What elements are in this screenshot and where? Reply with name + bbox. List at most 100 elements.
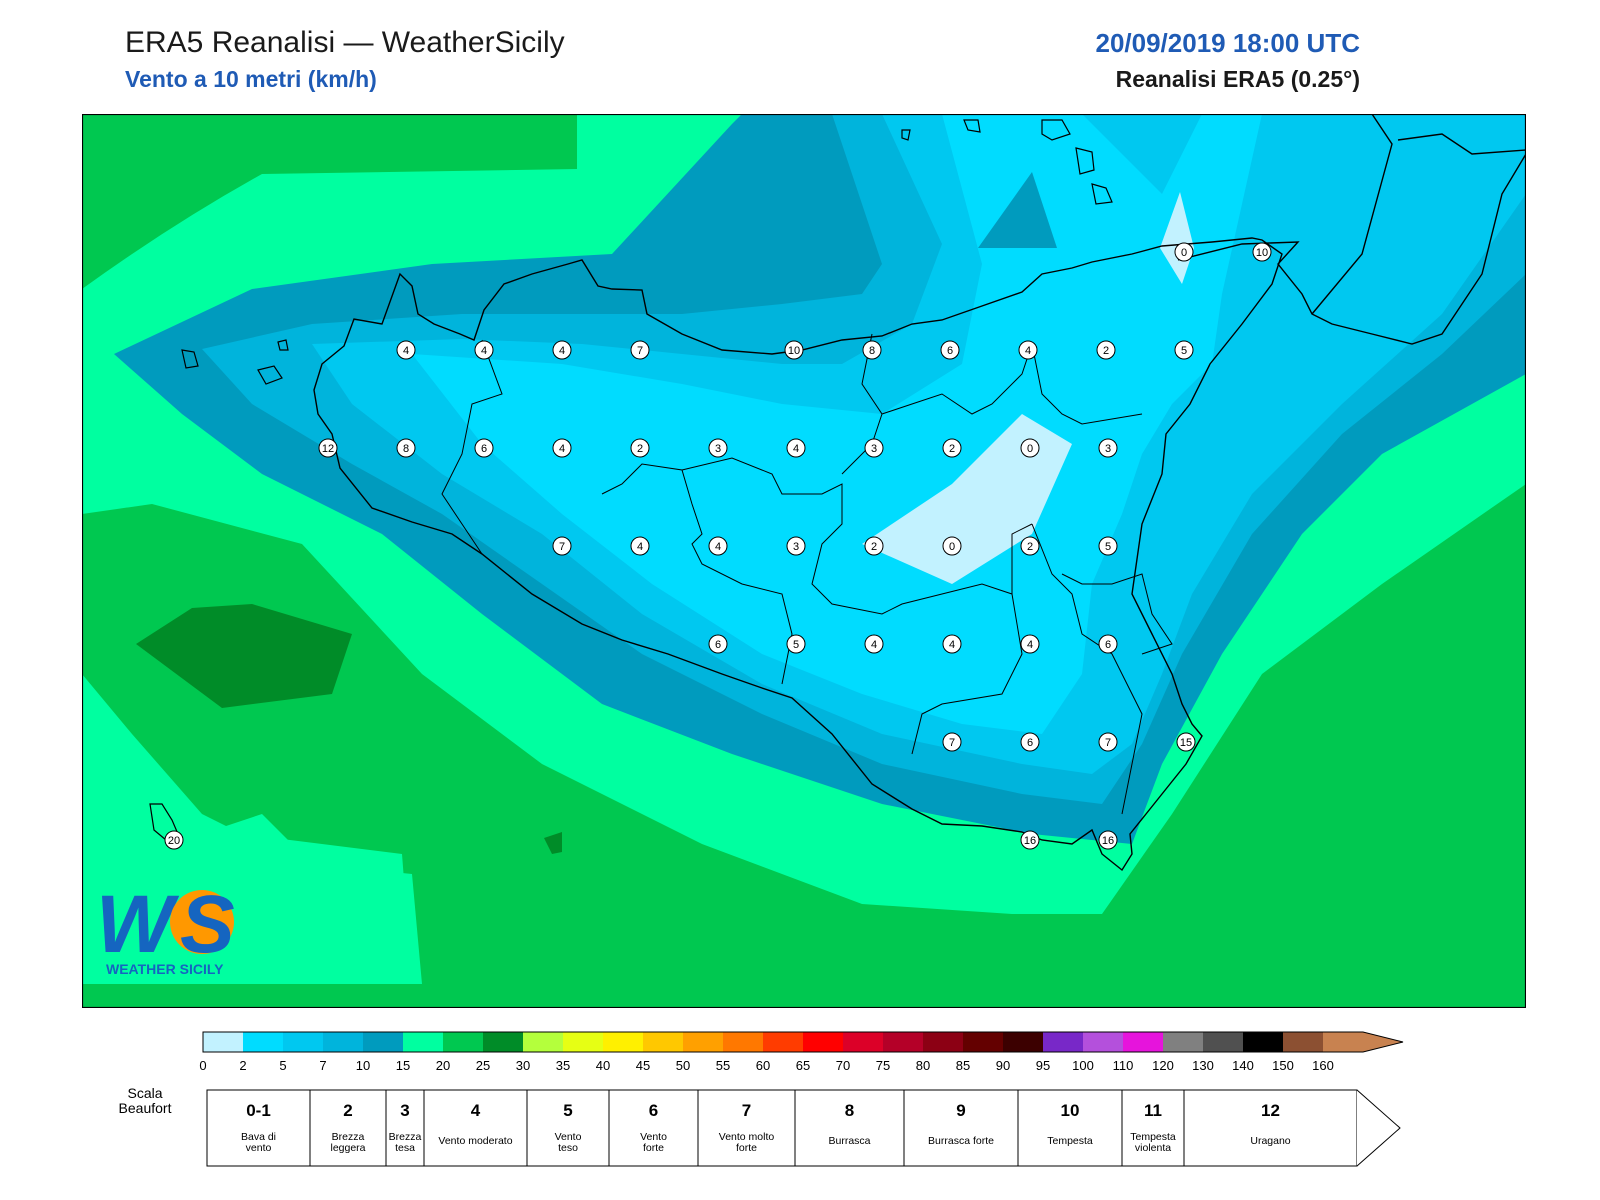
- station-value: 20: [168, 835, 180, 847]
- station-value: 4: [949, 639, 955, 651]
- colorbar-tick-label: 10: [356, 1058, 370, 1073]
- colorbar-tick-label: 70: [836, 1058, 850, 1073]
- beaufort-number: 0-1: [246, 1101, 271, 1120]
- beaufort-desc: Brezza tesa: [389, 1131, 422, 1154]
- station-value: 0: [1181, 247, 1187, 259]
- station-marker: 4: [1018, 340, 1038, 360]
- station-marker: 4: [630, 536, 650, 556]
- station-marker: 0: [1020, 438, 1040, 458]
- station-marker: 4: [396, 340, 416, 360]
- colorbar-tick-label: 60: [756, 1058, 770, 1073]
- beaufort-desc: Tempesta violenta: [1130, 1131, 1176, 1154]
- logo-text: WEATHER SICILY: [106, 961, 224, 977]
- station-value: 8: [869, 345, 875, 357]
- colorbar-swatch: [403, 1032, 443, 1052]
- beaufort-scale: Scala Beaufort 0-1 Bava di vento 2 Brezza legge…: [119, 1085, 1401, 1167]
- station-value: 4: [637, 541, 643, 553]
- colorbar-swatch: [483, 1032, 523, 1052]
- beaufort-label: Scala Beaufort: [119, 1085, 172, 1116]
- station-value: 8: [403, 443, 409, 455]
- station-value: 12: [322, 443, 334, 455]
- station-value: 2: [637, 443, 643, 455]
- colorbar-tick-label: 20: [436, 1058, 450, 1073]
- station-value: 6: [481, 443, 487, 455]
- colorbar-tick-label: 120: [1152, 1058, 1174, 1073]
- colorbar-tick-label: 85: [956, 1058, 970, 1073]
- station-value: 4: [1027, 639, 1033, 651]
- beaufort-level: 7 Vento molto forte: [697, 1089, 796, 1167]
- beaufort-level: 12 Uragano: [1183, 1089, 1358, 1167]
- colorbar-swatch: [243, 1032, 283, 1052]
- station-value: 3: [793, 541, 799, 553]
- colorbar-swatch: [1083, 1032, 1123, 1052]
- station-value: 0: [1027, 443, 1033, 455]
- field-25-30-small: [544, 832, 562, 854]
- station-marker: 2: [630, 438, 650, 458]
- station-marker: 7: [552, 536, 572, 556]
- station-marker: 4: [552, 340, 572, 360]
- colorbar-tick-label: 15: [396, 1058, 410, 1073]
- beaufort-number: 3: [400, 1101, 409, 1120]
- wind-map: 4 4 4 7 10 8 6 4 2 512 8 6 4 2 3 4 3 2 0 37 4 4 3 2 0 2 56 5 4 4 4 67 6 7…: [82, 114, 1526, 1008]
- beaufort-level: 9 Burrasca forte: [903, 1089, 1019, 1167]
- colorbar-swatch: [603, 1032, 643, 1052]
- sicily-coastline: [313, 237, 1283, 872]
- station-marker: 20: [164, 830, 184, 850]
- colorbar-tick-label: 150: [1272, 1058, 1294, 1073]
- colorbar-tick-label: 110: [1113, 1058, 1134, 1073]
- colorbar-swatch: [883, 1032, 923, 1052]
- colorbar-tick-label: 40: [596, 1058, 610, 1073]
- colorbar-tick-label: 80: [916, 1058, 930, 1073]
- station-marker: 7: [1098, 732, 1118, 752]
- station-value: 3: [1105, 443, 1111, 455]
- station-value: 0: [949, 541, 955, 553]
- station-marker: 3: [864, 438, 884, 458]
- station-marker: 15: [1176, 732, 1196, 752]
- station-marker: 0: [942, 536, 962, 556]
- colorbar-swatch: [523, 1032, 563, 1052]
- field-2-5: [412, 114, 1262, 734]
- station-value: 3: [715, 443, 721, 455]
- beaufort-number: 4: [471, 1101, 481, 1120]
- station-marker: 4: [708, 536, 728, 556]
- beaufort-level: 8 Burrasca: [794, 1089, 905, 1167]
- station-value: 6: [1027, 737, 1033, 749]
- beaufort-number: 12: [1261, 1101, 1280, 1120]
- station-value: 4: [481, 345, 487, 357]
- beaufort-number: 6: [649, 1101, 658, 1120]
- station-value: 4: [403, 345, 409, 357]
- map-subtitle: Vento a 10 metri (km/h): [125, 66, 377, 92]
- station-marker: 6: [1020, 732, 1040, 752]
- beaufort-desc: Vento moderato: [438, 1135, 512, 1147]
- colorbar-swatch: [643, 1032, 683, 1052]
- colorbar-tick-label: 30: [516, 1058, 530, 1073]
- colorbar-tick-label: 7: [319, 1058, 326, 1073]
- station-marker: 6: [474, 438, 494, 458]
- beaufort-number: 5: [563, 1101, 572, 1120]
- beaufort-level: 3 Brezza tesa: [385, 1089, 425, 1167]
- station-value: 6: [947, 345, 953, 357]
- map-datetime: 20/09/2019 18:00 UTC: [1095, 28, 1360, 58]
- field-25-30: [136, 604, 352, 708]
- station-marker: 6: [940, 340, 960, 360]
- station-value: 2: [949, 443, 955, 455]
- station-marker: 7: [630, 340, 650, 360]
- station-marker: 6: [708, 634, 728, 654]
- colorbar-swatch: [923, 1032, 963, 1052]
- beaufort-level: 10 Tempesta: [1017, 1089, 1123, 1167]
- beaufort-arrow: [1356, 1089, 1401, 1167]
- beaufort-number: 8: [845, 1101, 854, 1120]
- station-markers: 4 4 4 7 10 8 6 4 2 512 8 6 4 2 3 4 3 2 0 37 4 4 3 2 0 2 56 5 4 4 4 67 6 7…: [164, 242, 1272, 850]
- station-marker: 10: [784, 340, 804, 360]
- beaufort-desc: Bava di vento: [241, 1131, 276, 1154]
- station-marker: 2: [1020, 536, 1040, 556]
- station-value: 6: [1105, 639, 1111, 651]
- colorbar-swatch: [1283, 1032, 1323, 1052]
- colorbar-swatch: [1163, 1032, 1203, 1052]
- colorbar-swatch: [843, 1032, 883, 1052]
- colorbar-tick-label: 50: [676, 1058, 690, 1073]
- station-value: 15: [1180, 737, 1192, 749]
- colorbar-tick-label: 2: [239, 1058, 246, 1073]
- colorbar-swatch: [1043, 1032, 1083, 1052]
- station-marker: 8: [862, 340, 882, 360]
